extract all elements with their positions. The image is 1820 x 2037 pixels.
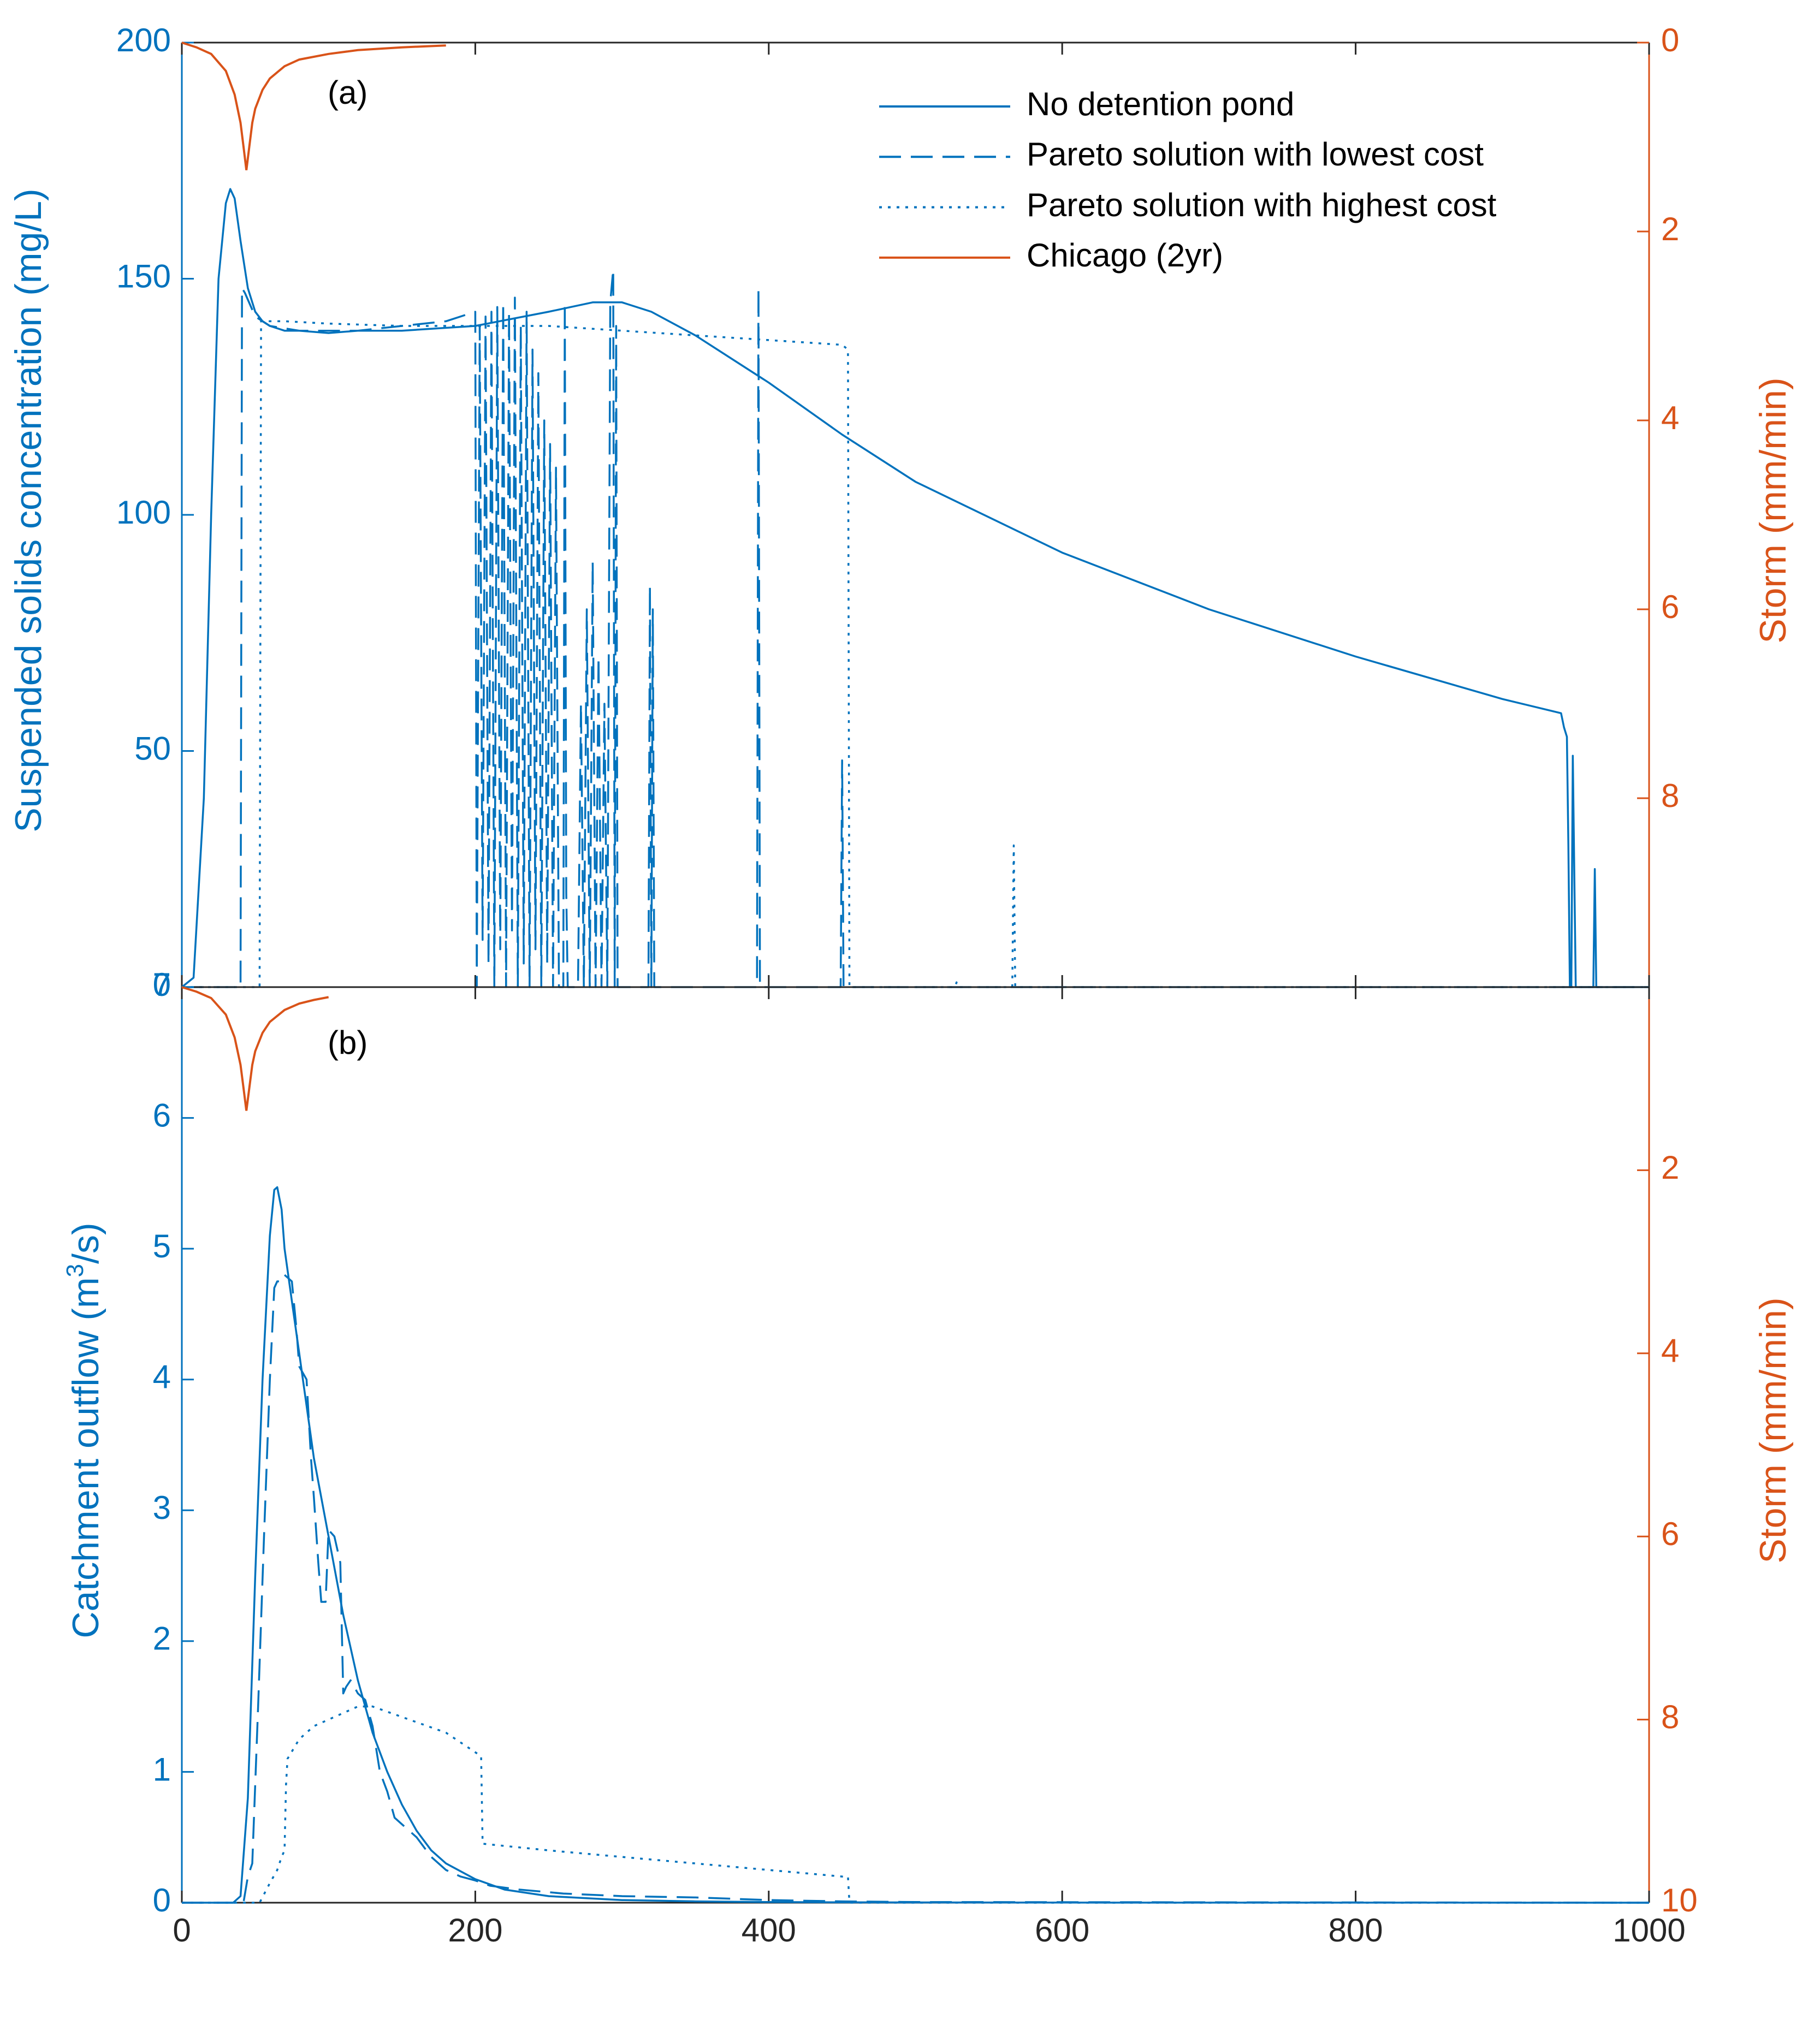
p1-x-tick-label-2: 400	[742, 1912, 796, 1949]
p0-series-1	[182, 268, 1649, 988]
p1-y2-tick-label-3: 8	[1661, 1699, 1679, 1735]
panel-a-ylabel: Suspended solids concentration (mg/L)	[8, 188, 49, 832]
p1-x-tick-label-0: 0	[173, 1912, 191, 1949]
p0-y2-tick-label-2: 4	[1661, 400, 1679, 436]
legend-label-1: Pareto solution with lowest cost	[1027, 136, 1484, 173]
p0-storm-series	[181, 41, 446, 170]
p1-y-tick-label-4: 4	[153, 1359, 171, 1395]
panel-a-label: (a)	[328, 74, 367, 111]
p0-y2-tick-label-1: 2	[1661, 211, 1679, 247]
p1-y2-tick-label-4: 10	[1661, 1882, 1698, 1919]
p1-y-tick-label-0: 0	[153, 1882, 171, 1919]
p1-y-tick-label-6: 6	[153, 1097, 171, 1133]
panel-b: (b) Catchment outflow (m3/s) Storm (mm/m…	[62, 966, 1794, 1949]
panel-b-ylabel: Catchment outflow (m3/s)	[62, 1222, 106, 1638]
p0-y2-tick-label-4: 8	[1661, 777, 1679, 814]
panel-a: (a) Suspended solids concentration (mg/L…	[8, 22, 1794, 1003]
p0-y-tick-label-1: 50	[134, 730, 171, 767]
p1-series-1	[182, 1274, 1650, 1904]
legend: No detention pond Pareto solution with l…	[879, 86, 1497, 274]
panel-b-ylabel-sup: 3	[62, 1264, 88, 1277]
p1-y-tick-label-7: 7	[153, 966, 171, 1003]
p1-x-tick-label-1: 200	[448, 1912, 502, 1949]
panel-a-y2label: Storm (mm/min)	[1752, 377, 1794, 643]
p0-series-2	[182, 320, 1649, 988]
p0-y-tick-label-2: 100	[116, 494, 171, 531]
panel-b-ylabel-end: /s)	[65, 1222, 106, 1264]
legend-label-0: No detention pond	[1027, 86, 1294, 122]
p0-y-tick-label-4: 200	[116, 22, 171, 58]
p0-y-tick-label-3: 150	[116, 258, 171, 294]
panel-b-y2label: Storm (mm/min)	[1752, 1297, 1794, 1563]
p0-y2-tick-label-3: 6	[1661, 589, 1679, 625]
p1-y-tick-label-2: 2	[153, 1620, 171, 1657]
p0-series-0	[181, 188, 1649, 988]
p0-y-tick-label-0: 0	[153, 966, 171, 1003]
legend-label-3: Chicago (2yr)	[1027, 237, 1223, 274]
p1-series-0	[182, 1186, 1650, 1904]
p1-x-tick-label-3: 600	[1035, 1912, 1089, 1949]
p0-y2-tick-label-0: 0	[1661, 22, 1679, 58]
p1-x-tick-label-4: 800	[1329, 1912, 1383, 1949]
panel-b-label: (b)	[328, 1024, 367, 1061]
p1-y2-tick-label-0: 2	[1661, 1149, 1679, 1186]
p1-storm-series	[181, 986, 329, 1111]
p1-y-tick-label-1: 1	[153, 1751, 171, 1787]
panel-b-ylabel-main: Catchment outflow (m	[65, 1277, 106, 1638]
p1-y2-tick-label-1: 4	[1661, 1333, 1679, 1369]
legend-label-2: Pareto solution with highest cost	[1027, 187, 1497, 223]
p1-y2-tick-label-2: 6	[1661, 1516, 1679, 1552]
p1-series-2	[182, 1705, 1649, 1904]
p1-y-tick-label-3: 3	[153, 1489, 171, 1526]
p1-y-tick-label-5: 5	[153, 1228, 171, 1264]
p1-x-tick-label-5: 1000	[1612, 1912, 1685, 1949]
